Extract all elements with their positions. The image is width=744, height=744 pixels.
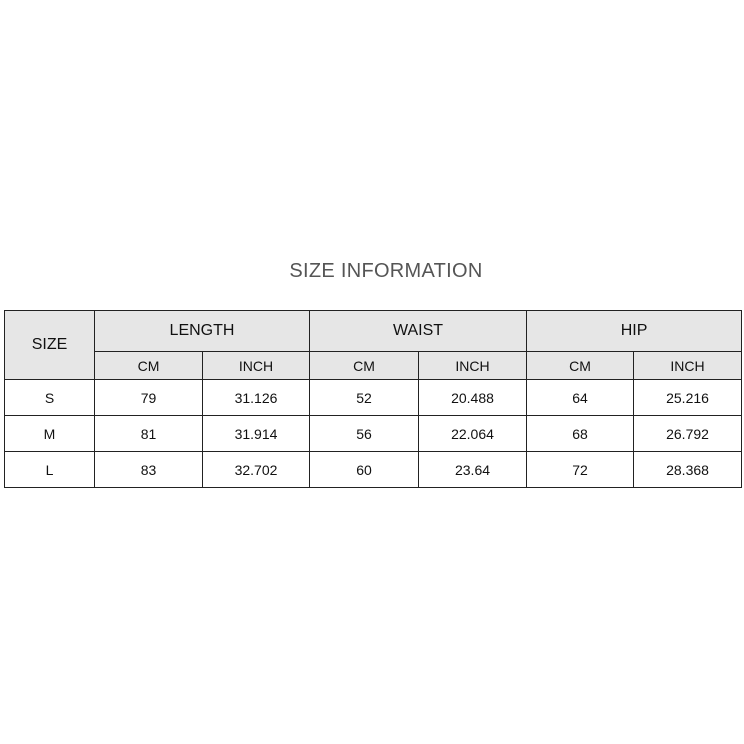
header-unit: CM	[526, 351, 635, 380]
value-cell: 31.914	[202, 415, 310, 452]
value-cell: 56	[309, 415, 419, 452]
value-cell: 28.368	[633, 451, 743, 488]
size-cell: S	[4, 379, 95, 416]
value-cell: 79	[94, 379, 203, 416]
size-table: SIZE LENGTH WAIST HIP CM INCH CM INCH CM…	[4, 310, 743, 488]
size-cell: L	[4, 451, 95, 488]
header-waist: WAIST	[308, 310, 528, 352]
header-size: SIZE	[4, 310, 95, 380]
table-row: M 81 31.914 56 22.064 68 26.792	[4, 415, 743, 452]
header-unit: CM	[309, 351, 419, 380]
header-unit: INCH	[417, 351, 528, 380]
header-unit: INCH	[202, 351, 310, 380]
value-cell: 26.792	[633, 415, 743, 452]
table-row: L 83 32.702 60 23.64 72 28.368	[4, 451, 743, 488]
value-cell: 22.064	[417, 415, 528, 452]
table-row: S 79 31.126 52 20.488 64 25.216	[4, 379, 743, 416]
header-hip: HIP	[526, 310, 743, 352]
value-cell: 72	[526, 451, 635, 488]
value-cell: 25.216	[633, 379, 743, 416]
page-title: SIZE INFORMATION	[289, 260, 483, 282]
value-cell: 32.702	[202, 451, 310, 488]
value-cell: 60	[309, 451, 419, 488]
value-cell: 64	[526, 379, 635, 416]
header-unit: CM	[94, 351, 203, 380]
value-cell: 20.488	[417, 379, 528, 416]
value-cell: 81	[94, 415, 203, 452]
value-cell: 52	[309, 379, 419, 416]
value-cell: 31.126	[202, 379, 310, 416]
value-cell: 68	[526, 415, 635, 452]
value-cell: 23.64	[417, 451, 528, 488]
header-length: LENGTH	[94, 310, 310, 352]
size-cell: M	[4, 415, 95, 452]
header-unit: INCH	[633, 351, 743, 380]
value-cell: 83	[94, 451, 203, 488]
